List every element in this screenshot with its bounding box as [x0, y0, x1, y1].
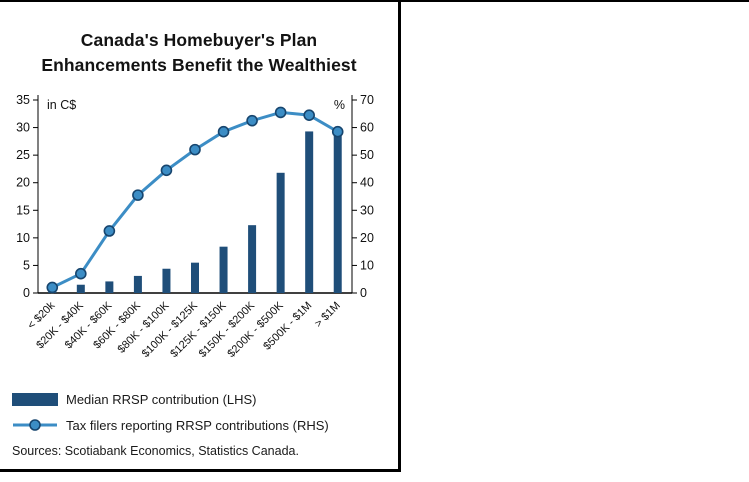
right-tick-label: 70	[360, 93, 374, 107]
line-series	[50, 110, 340, 289]
right-tick-label: 40	[360, 175, 374, 189]
bar	[162, 268, 171, 293]
x-tick-label: > $1M	[313, 299, 343, 329]
bar	[276, 172, 285, 293]
left-tick-label: 20	[16, 175, 30, 189]
line-legend-label: Tax filers reporting RRSP contributions …	[66, 417, 329, 433]
bar-legend-label: Median RRSP contribution (LHS)	[66, 391, 257, 407]
bar	[333, 131, 342, 293]
line-legend-swatch	[13, 419, 57, 431]
left-tick-label: 10	[16, 231, 30, 245]
right-tick-label: 20	[360, 231, 374, 245]
bar	[76, 284, 85, 293]
left-tick-label: 30	[16, 120, 30, 134]
source-note: Sources: Scotiabank Economics, Statistic…	[12, 443, 299, 458]
bar	[105, 281, 114, 293]
left-tick-label: 15	[16, 203, 30, 217]
line-marker	[246, 114, 258, 127]
right-tick-label: 60	[360, 120, 374, 134]
bar	[305, 131, 314, 293]
left-tick-label: 5	[23, 258, 30, 272]
line-legend-marker	[29, 419, 41, 431]
bar	[191, 262, 199, 293]
left-tick-label: 35	[16, 93, 30, 107]
line-marker	[217, 125, 230, 138]
line-marker	[103, 224, 116, 237]
right-axis-unit: %	[334, 98, 345, 112]
left-tick-label: 25	[16, 148, 30, 162]
legend-item-bar: Median RRSP contribution (LHS)	[12, 392, 398, 407]
line-marker	[303, 109, 315, 121]
legend: Median RRSP contribution (LHS) Tax filer…	[12, 392, 398, 433]
line-marker	[46, 281, 59, 293]
bar-legend-swatch	[12, 392, 58, 406]
bar	[219, 246, 228, 293]
line-marker	[189, 143, 201, 156]
line-marker	[132, 189, 144, 201]
right-tick-label: 30	[360, 203, 374, 217]
line-marker	[331, 125, 344, 138]
bar	[248, 224, 257, 293]
chart-panel: Canada's Homebuyer's Plan Enhancements B…	[0, 2, 401, 472]
legend-item-line: Tax filers reporting RRSP contributions …	[12, 418, 398, 433]
right-tick-label: 50	[360, 148, 374, 162]
line-marker	[75, 267, 87, 280]
chart-title: Canada's Homebuyer's Plan Enhancements B…	[0, 28, 398, 78]
chart-title-line-1: Canada's Homebuyer's Plan	[80, 30, 318, 50]
line-marker	[160, 164, 173, 176]
line-marker	[274, 106, 287, 118]
left-axis-unit: in C$	[47, 98, 76, 112]
right-tick-label: 10	[360, 258, 374, 272]
left-tick-label: 0	[23, 286, 30, 300]
right-tick-label: 0	[360, 286, 367, 300]
bar	[133, 275, 142, 293]
chart-title-line-2: Enhancements Benefit the Wealthiest	[41, 54, 357, 75]
